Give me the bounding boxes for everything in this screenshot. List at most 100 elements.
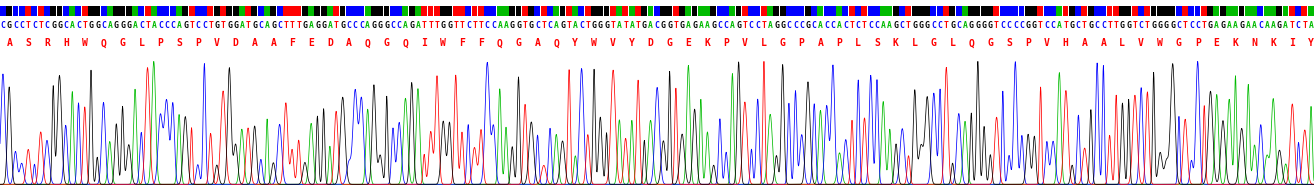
Text: G: G [661, 22, 666, 30]
Bar [151, 6, 156, 16]
Text: T: T [284, 22, 289, 30]
Text: C: C [1296, 22, 1301, 30]
Bar [1169, 6, 1175, 16]
Text: G: G [982, 22, 987, 30]
Bar [1194, 6, 1201, 16]
Bar [754, 6, 761, 16]
Text: N: N [1251, 38, 1257, 48]
Text: C: C [579, 22, 583, 30]
Text: G: G [340, 22, 346, 30]
Bar [880, 6, 886, 16]
Text: W: W [1158, 38, 1163, 48]
Bar [1120, 6, 1125, 16]
Bar [183, 6, 188, 16]
Text: A: A [7, 38, 12, 48]
Bar [855, 6, 861, 16]
Bar [1296, 6, 1301, 16]
Bar [43, 6, 50, 16]
Text: T: T [296, 22, 301, 30]
Text: C: C [724, 22, 728, 30]
Bar [1075, 6, 1081, 16]
Bar [176, 6, 181, 16]
Text: C: C [259, 22, 263, 30]
Text: A: A [403, 22, 407, 30]
Bar [277, 6, 283, 16]
Text: G: G [668, 22, 671, 30]
Text: C: C [937, 22, 942, 30]
Bar [635, 6, 641, 16]
Text: A: A [365, 22, 371, 30]
Text: C: C [855, 22, 861, 30]
Text: Q: Q [553, 38, 560, 48]
Bar [321, 6, 327, 16]
Text: T: T [943, 22, 949, 30]
Bar [63, 6, 68, 16]
Text: A: A [415, 22, 420, 30]
Text: A: A [963, 22, 967, 30]
Bar [736, 6, 741, 16]
Text: C: C [756, 22, 759, 30]
Text: G: G [378, 22, 382, 30]
Text: E: E [309, 38, 314, 48]
Text: A: A [573, 22, 578, 30]
Text: Y: Y [573, 38, 578, 48]
Bar [943, 6, 949, 16]
Bar [585, 6, 590, 16]
Bar [899, 6, 905, 16]
Bar [698, 6, 704, 16]
Bar [106, 6, 113, 16]
Bar [396, 6, 402, 16]
Text: C: C [1013, 22, 1018, 30]
Text: A: A [151, 22, 156, 30]
Bar [792, 6, 798, 16]
Text: A: A [535, 38, 540, 48]
Text: G: G [1239, 22, 1244, 30]
Text: G: G [598, 22, 603, 30]
Bar [553, 6, 560, 16]
Bar [226, 6, 233, 16]
Bar [628, 6, 635, 16]
Text: G: G [968, 22, 974, 30]
Text: S: S [874, 38, 880, 48]
Text: C: C [1176, 22, 1181, 30]
Text: G: G [950, 22, 955, 30]
Text: A: A [264, 22, 269, 30]
Bar [219, 6, 226, 16]
Text: F: F [478, 38, 484, 48]
Text: G: G [302, 22, 307, 30]
Text: W: W [440, 38, 447, 48]
Bar [767, 6, 773, 16]
Text: V: V [214, 38, 219, 48]
Bar [352, 6, 357, 16]
Text: C: C [359, 22, 364, 30]
Text: Y: Y [629, 38, 635, 48]
Bar [402, 6, 409, 16]
Bar [415, 6, 420, 16]
Bar [307, 6, 314, 16]
Text: C: C [485, 22, 490, 30]
Text: A: A [1284, 22, 1288, 30]
Text: C: C [63, 22, 68, 30]
Text: C: C [32, 22, 37, 30]
Bar [334, 6, 339, 16]
Text: T: T [428, 22, 434, 30]
Bar [774, 6, 779, 16]
Text: C: C [824, 22, 829, 30]
Text: C: C [139, 22, 145, 30]
Text: K: K [704, 38, 711, 48]
Text: T: T [907, 22, 911, 30]
Text: T: T [83, 22, 87, 30]
Text: G: G [1151, 22, 1156, 30]
Bar [50, 6, 57, 16]
Text: C: C [830, 22, 836, 30]
Text: G: G [183, 22, 188, 30]
Bar [1125, 6, 1131, 16]
Text: P: P [723, 38, 729, 48]
Text: C: C [202, 22, 206, 30]
Text: T: T [246, 22, 251, 30]
Text: C: C [844, 22, 848, 30]
Text: Q: Q [101, 38, 106, 48]
Text: L: L [855, 38, 861, 48]
Bar [1233, 6, 1238, 16]
Bar [497, 6, 502, 16]
